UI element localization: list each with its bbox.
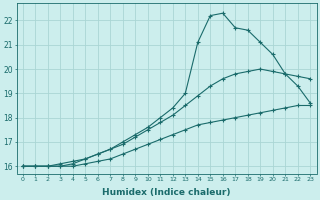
X-axis label: Humidex (Indice chaleur): Humidex (Indice chaleur): [102, 188, 231, 197]
